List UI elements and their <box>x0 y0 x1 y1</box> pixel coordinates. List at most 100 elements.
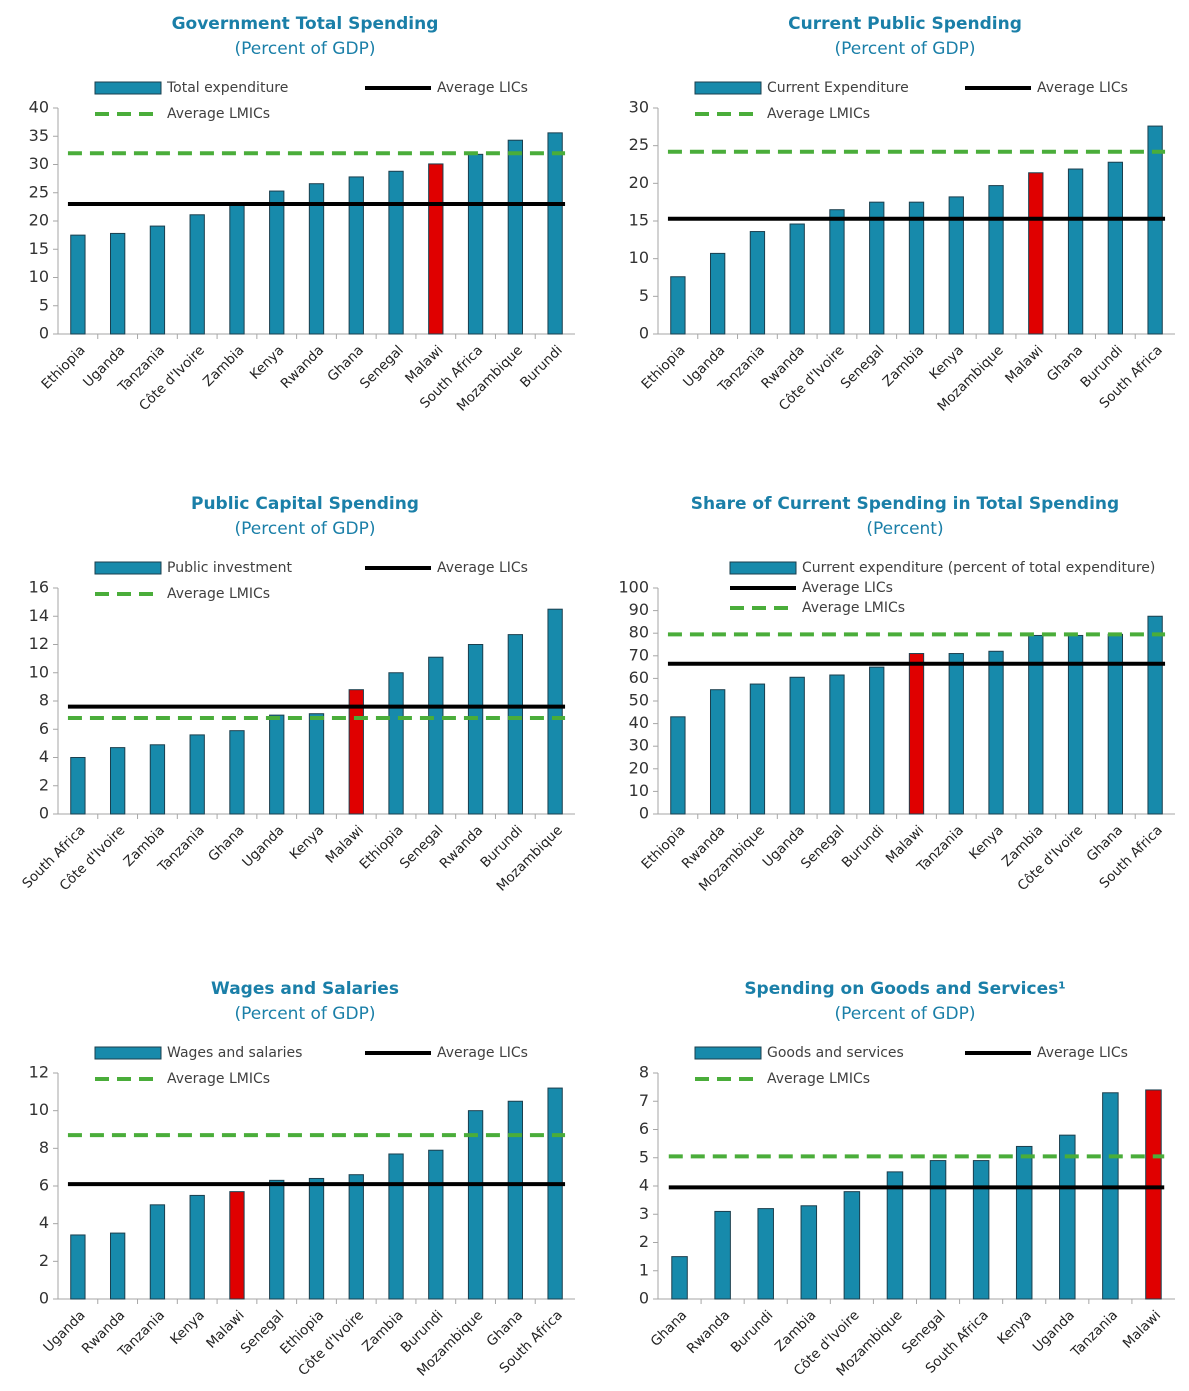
y-tick-label: 12 <box>29 1063 49 1082</box>
y-tick-label: 15 <box>29 239 49 258</box>
bar <box>428 163 444 335</box>
bar <box>467 153 484 335</box>
legend-label: Average LICs <box>1037 1045 1128 1061</box>
chart-subtitle: (Percent) <box>866 519 943 539</box>
bar <box>869 666 885 815</box>
bar <box>547 132 563 335</box>
legend-swatch <box>94 561 162 575</box>
x-tick-label: Rwanda <box>684 1307 734 1357</box>
bar <box>1102 1092 1119 1300</box>
bar <box>149 1204 166 1300</box>
x-tick-label: Senegal <box>798 822 848 872</box>
bar <box>1107 161 1124 335</box>
y-tick-label: 7 <box>639 1091 649 1110</box>
bar <box>109 747 126 815</box>
legend-swatch <box>694 81 762 95</box>
bar <box>1147 125 1163 335</box>
bar <box>109 1232 126 1300</box>
legend-label: Average LICs <box>437 1045 528 1061</box>
y-tick-label: 70 <box>629 645 649 664</box>
y-tick-label: 16 <box>29 578 49 597</box>
bar <box>757 1208 774 1300</box>
bar <box>507 1100 524 1300</box>
x-tick-label: Ethiopia <box>357 822 407 872</box>
bar <box>348 1174 364 1300</box>
x-tick-label: Senegal <box>838 342 888 392</box>
chart-panel: Spending on Goods and Services¹ (Percent … <box>639 979 1175 1380</box>
x-tick-label: Rwanda <box>437 822 487 872</box>
x-tick-label: Senegal <box>397 822 447 872</box>
x-tick-label: Zambia <box>200 342 248 390</box>
bar <box>189 1194 205 1300</box>
x-tick-label: Zambia <box>880 342 928 390</box>
x-tick-label: Ethiopia <box>38 342 88 392</box>
legend-label: Average LMICs <box>167 586 270 602</box>
y-tick-label: 10 <box>29 662 49 681</box>
y-tick-label: 4 <box>39 1213 49 1232</box>
y-tick-label: 10 <box>629 781 649 800</box>
bar <box>149 225 166 335</box>
bar <box>269 714 285 815</box>
y-tick-label: 5 <box>639 1147 649 1166</box>
bar <box>388 1153 404 1300</box>
bar <box>269 190 285 335</box>
y-tick-label: 15 <box>629 211 649 230</box>
y-tick-label: 0 <box>639 804 649 823</box>
bar <box>1107 633 1124 815</box>
legend-swatch <box>729 561 797 575</box>
bar <box>671 1256 688 1300</box>
legend-label: Average LICs <box>437 560 528 576</box>
y-tick-label: 14 <box>29 606 49 625</box>
legend-label: Public investment <box>167 560 292 576</box>
chart-title: Share of Current Spending in Total Spend… <box>691 494 1119 514</box>
bar <box>308 183 325 335</box>
x-tick-label: Burundi <box>839 822 888 871</box>
bar <box>670 716 686 815</box>
y-tick-label: 8 <box>39 1138 49 1157</box>
bar <box>149 744 166 815</box>
y-tick-label: 20 <box>629 173 649 192</box>
legend-label: Average LICs <box>802 580 893 596</box>
y-tick-label: 10 <box>629 248 649 267</box>
bar <box>829 674 845 815</box>
bar <box>388 170 404 335</box>
chart-title: Current Public Spending <box>788 14 1022 34</box>
y-tick-label: 35 <box>29 126 49 145</box>
bar <box>467 1110 484 1300</box>
bar <box>789 223 805 335</box>
y-tick-label: 30 <box>629 736 649 755</box>
bar <box>348 689 364 815</box>
bar <box>670 276 686 335</box>
bar <box>908 201 925 335</box>
y-tick-label: 40 <box>29 98 49 117</box>
bar <box>972 1160 990 1300</box>
chart-subtitle: (Percent of GDP) <box>835 39 976 59</box>
bar <box>749 231 766 335</box>
bar <box>829 209 845 335</box>
y-tick-label: 0 <box>639 1289 649 1308</box>
legend-label: Total expenditure <box>166 80 288 96</box>
bar <box>1145 1089 1162 1300</box>
bar <box>789 676 805 815</box>
bar <box>507 139 524 335</box>
y-tick-label: 20 <box>29 211 49 230</box>
bar <box>988 185 1004 335</box>
bar <box>1147 615 1163 815</box>
bar <box>1067 168 1084 335</box>
y-tick-label: 1 <box>639 1260 649 1279</box>
chart-title: Spending on Goods and Services¹ <box>744 979 1065 999</box>
x-tick-label: Malawi <box>1120 1307 1164 1351</box>
x-tick-label: Kenya <box>994 1307 1035 1348</box>
bar <box>229 204 245 335</box>
y-tick-label: 0 <box>39 1289 49 1308</box>
x-tick-label: Senegal <box>357 342 407 392</box>
bar <box>948 196 964 335</box>
bar <box>709 689 726 815</box>
y-tick-label: 2 <box>639 1232 649 1251</box>
x-tick-label: Uganda <box>239 822 287 870</box>
chart-panel: Government Total Spending (Percent of GDP… <box>29 14 575 415</box>
bar <box>308 1177 325 1300</box>
legend-label: Average LMICs <box>767 1071 870 1087</box>
y-tick-label: 2 <box>39 1251 49 1270</box>
bar <box>388 672 404 815</box>
